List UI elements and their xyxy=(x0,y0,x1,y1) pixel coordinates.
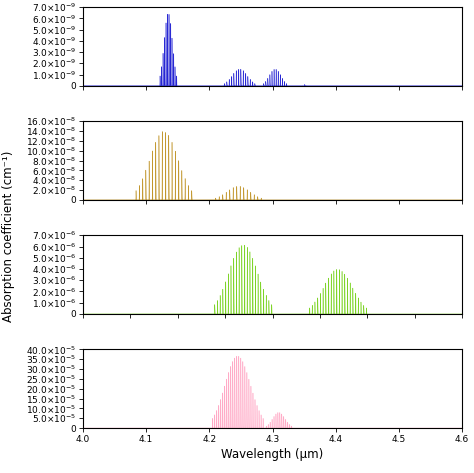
X-axis label: Wavelength (µm): Wavelength (µm) xyxy=(221,448,324,461)
Text: Absorption coefficient (cm⁻¹): Absorption coefficient (cm⁻¹) xyxy=(2,151,15,322)
